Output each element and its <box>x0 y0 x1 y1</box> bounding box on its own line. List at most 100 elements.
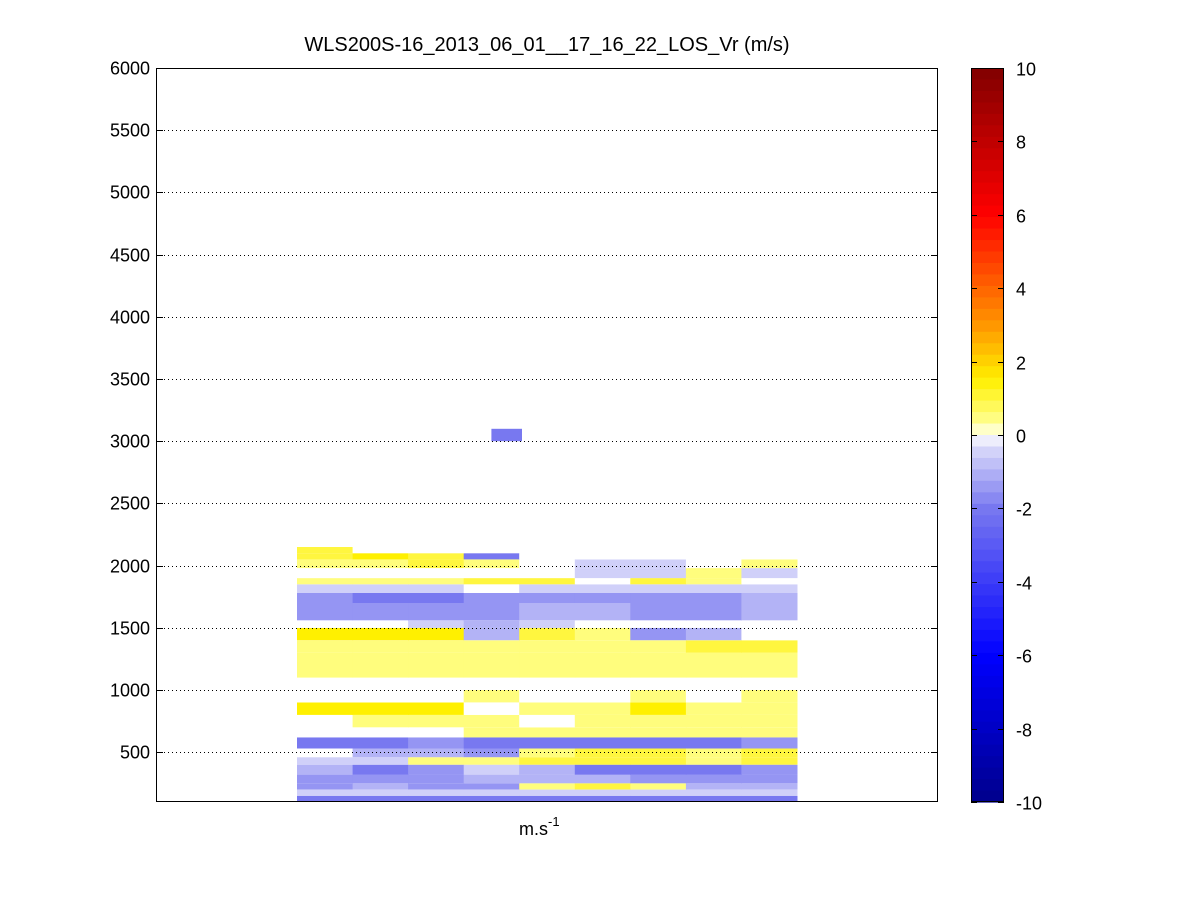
colorbar-swatch <box>971 526 1004 539</box>
colorbar-swatch <box>971 423 1004 436</box>
heatmap-cell <box>352 774 409 784</box>
heatmap-cell <box>297 553 354 560</box>
x-axis-label-base: m.s <box>519 819 548 839</box>
heatmap-cell <box>408 757 465 765</box>
heatmap-cell <box>352 702 409 715</box>
heatmap-cell <box>630 764 687 775</box>
heatmap-cell <box>519 737 576 749</box>
heatmap-cell <box>685 783 742 790</box>
heatmap-cell <box>630 783 687 790</box>
heatmap-cell <box>297 783 354 790</box>
heatmap-cell <box>519 547 576 554</box>
heatmap-cell <box>630 602 687 621</box>
colorbar-swatch <box>971 675 1004 688</box>
heatmap-cell <box>630 620 687 628</box>
heatmap-cell <box>352 789 409 796</box>
heatmap-cell <box>574 789 631 796</box>
colorbar-swatch <box>971 641 1004 654</box>
heatmap-cell <box>408 568 465 579</box>
heatmap-cell <box>741 714 798 728</box>
colorbar: -10 -8 -6 -4 -2 0 2 4 6 8 10 <box>971 60 1042 814</box>
heatmap-cell <box>463 702 520 715</box>
heatmap-cell <box>463 568 520 579</box>
heatmap-cell <box>463 652 520 678</box>
colorbar-swatch <box>971 217 1004 230</box>
heatmap-cell <box>352 568 409 579</box>
heatmap-cell <box>408 789 465 796</box>
heatmap-cell <box>574 559 631 569</box>
heatmap-cell <box>463 677 520 690</box>
heatmap-cell <box>574 553 631 560</box>
colorbar-swatch <box>971 125 1004 138</box>
heatmap-cell <box>574 652 631 678</box>
heatmap-cell <box>463 547 520 554</box>
colorbar-tick-label: 10 <box>1016 60 1036 80</box>
heatmap-cell <box>352 764 409 775</box>
heatmap-cell <box>685 553 742 560</box>
colorbar-swatch <box>971 400 1004 413</box>
heatmap-cell <box>352 584 409 593</box>
colorbar-swatch <box>971 767 1004 780</box>
heatmap-cell <box>630 748 687 758</box>
colorbar-swatch <box>971 457 1004 471</box>
colorbar-tick-label: 4 <box>1016 280 1026 300</box>
heatmap-cell <box>408 727 465 738</box>
colorbar-swatch <box>971 538 1004 551</box>
heatmap-cell <box>519 559 576 569</box>
heatmap-cell <box>574 547 631 554</box>
heatmap-cell <box>741 553 798 560</box>
colorbar-swatch <box>971 354 1004 367</box>
heatmap-cell <box>352 652 409 678</box>
heatmap-cell <box>408 559 465 569</box>
heatmap-cell <box>352 593 409 603</box>
colorbar-swatch <box>971 262 1004 276</box>
heatmap-cell <box>463 627 520 641</box>
heatmap-cell <box>352 783 409 790</box>
heatmap-cell <box>463 578 520 585</box>
colorbar-swatch <box>971 721 1004 734</box>
heatmap-cell <box>519 727 576 738</box>
heatmap-cell <box>741 748 798 758</box>
heatmap-cell <box>630 737 687 749</box>
y-tick-label: 2500 <box>110 494 150 514</box>
heatmap-cell <box>519 764 576 775</box>
colorbar-swatches <box>971 68 1004 803</box>
heatmap-cell <box>685 547 742 554</box>
heatmap-cell <box>297 774 354 784</box>
heatmap-cell <box>630 714 687 728</box>
colorbar-swatch <box>971 710 1004 723</box>
colorbar-swatch <box>971 584 1004 597</box>
heatmap-cell <box>519 584 576 593</box>
heatmap-cell <box>685 677 742 690</box>
colorbar-swatch <box>971 733 1004 746</box>
colorbar-swatch <box>971 779 1004 792</box>
heatmap-cell <box>408 652 465 678</box>
heatmap-cell <box>630 702 687 715</box>
heatmap-cell <box>685 568 742 579</box>
colorbar-swatch <box>971 113 1004 126</box>
colorbar-swatch <box>971 90 1004 104</box>
heatmap-cell <box>741 559 798 569</box>
heatmap-cell <box>685 795 742 802</box>
colorbar-swatch <box>971 194 1004 207</box>
heatmap-cell <box>630 774 687 784</box>
heatmap-cell <box>352 640 409 653</box>
colorbar-swatch <box>971 274 1004 287</box>
heatmap-cell <box>463 737 520 749</box>
heatmap-cell <box>741 764 798 775</box>
colorbar-swatch <box>971 744 1004 757</box>
heatmap-cell <box>574 737 631 749</box>
heatmap-cell <box>463 584 520 593</box>
heatmap-cell <box>630 593 687 603</box>
colorbar-tick-label: 8 <box>1016 133 1026 153</box>
heatmap-cell <box>685 578 742 585</box>
heatmap-cell <box>297 702 354 715</box>
heatmap-cell <box>408 795 465 802</box>
heatmap-cell <box>297 757 354 765</box>
heatmap-cell <box>630 568 687 579</box>
heatmap-cell <box>685 559 742 569</box>
heatmap-cell <box>685 584 742 593</box>
colorbar-swatch <box>971 205 1004 218</box>
heatmap-cell <box>630 677 687 690</box>
heatmap-cell <box>741 702 798 715</box>
